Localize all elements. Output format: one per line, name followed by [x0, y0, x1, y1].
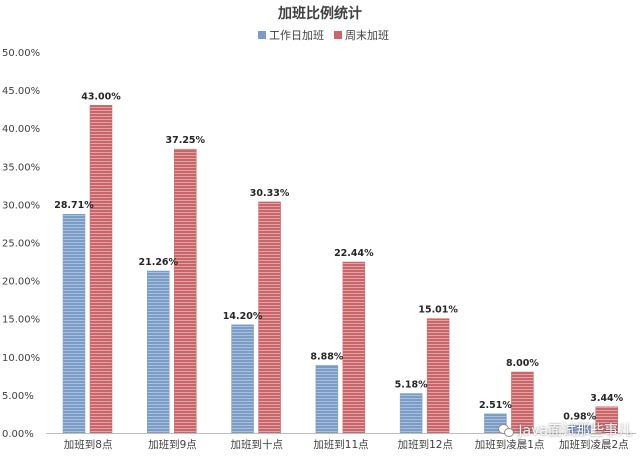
bar-weekday	[147, 270, 170, 434]
y-tick-label: 20.00%	[2, 277, 40, 288]
bar-weekend	[174, 148, 197, 434]
y-tick-label: 45.00%	[2, 86, 40, 97]
chart-title: 加班比例统计	[277, 5, 362, 22]
y-tick-label: 50.00%	[2, 48, 40, 59]
y-tick-label: 25.00%	[2, 239, 40, 250]
watermark-text: Java面试那些事儿	[518, 423, 632, 439]
x-tick-label: 加班到8点	[64, 439, 113, 451]
bar-weekend	[89, 105, 113, 434]
x-axis: 加班到8点 加班到9点 加班到十点 加班到11点 加班到12点 加班到凌晨1点 加班到凌晨2…	[46, 433, 636, 451]
data-label: 22.44%	[334, 248, 374, 259]
bars	[62, 105, 618, 434]
legend-label: 周末加班	[345, 28, 389, 42]
data-label: 3.44%	[590, 393, 623, 404]
y-tick-label: 30.00%	[2, 200, 40, 211]
x-tick-label: 加班到十点	[230, 438, 283, 451]
y-tick-label: 10.00%	[2, 353, 40, 364]
y-tick-label: 5.00%	[2, 391, 34, 402]
data-label: 28.71%	[54, 200, 94, 211]
x-tick-label: 加班到凌晨2点	[559, 438, 629, 451]
y-tick-label: 15.00%	[2, 315, 40, 326]
x-tick-label: 加班到凌晨1点	[475, 438, 545, 451]
bar-weekday	[315, 365, 339, 434]
data-labels: 28.71% 43.00% 21.26% 37.25% 14.20% 30.33% 8.88…	[54, 91, 623, 422]
data-label: 43.00%	[81, 91, 121, 102]
watermark: Java面试那些事儿	[498, 420, 632, 440]
data-label: 30.33%	[250, 188, 290, 199]
x-tick-label: 加班到12点	[398, 439, 453, 451]
y-tick-label: 40.00%	[2, 124, 40, 135]
data-label: 8.88%	[310, 351, 343, 362]
bar-weekday	[62, 213, 86, 434]
y-tick-label: 35.00%	[2, 162, 40, 173]
x-tick-label: 加班到9点	[148, 439, 197, 451]
y-axis: 0.00% 5.00% 10.00% 15.00% 20.00% 25.00% 30.00%…	[2, 48, 40, 440]
legend-swatch	[258, 31, 266, 39]
wechat-icon	[498, 423, 515, 437]
bar-weekend	[426, 318, 450, 434]
bar-weekday	[399, 393, 423, 434]
legend-label: 工作日加班	[269, 29, 324, 42]
data-label: 8.00%	[506, 358, 539, 369]
data-label: 2.51%	[479, 400, 512, 411]
data-label: 0.98%	[563, 412, 596, 423]
legend-swatch	[334, 31, 342, 39]
data-label: 14.20%	[223, 311, 263, 322]
data-label: 15.01%	[418, 305, 458, 316]
data-label: 21.26%	[138, 257, 178, 268]
bar-weekday	[231, 324, 254, 434]
data-label: 5.18%	[395, 380, 428, 391]
data-label: 37.25%	[165, 135, 205, 146]
bar-weekend	[342, 261, 366, 434]
legend: 工作日加班 周末加班	[258, 28, 389, 42]
y-tick-label: 0.00%	[2, 429, 34, 440]
x-tick-label: 加班到11点	[313, 439, 368, 451]
